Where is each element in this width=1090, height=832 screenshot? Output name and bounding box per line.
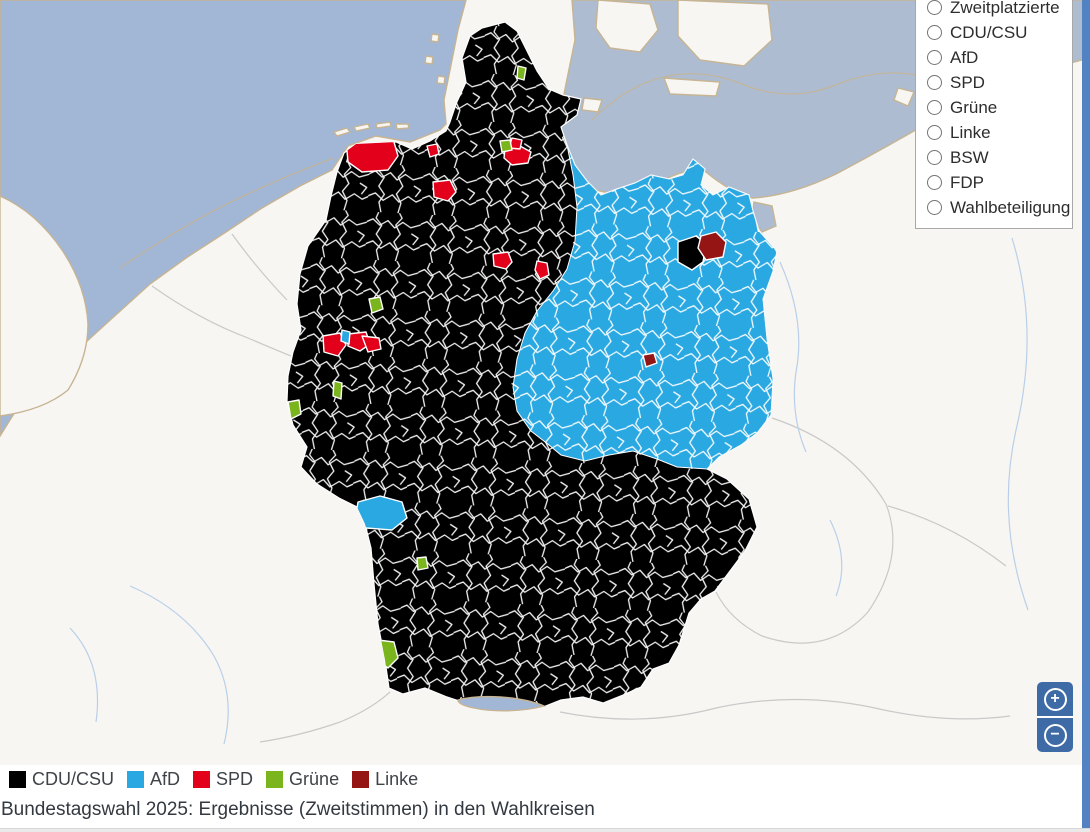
- layer-option[interactable]: Zweitplatzierte: [927, 0, 1064, 20]
- frisian-island-3: [375, 121, 392, 129]
- radio-button-icon[interactable]: [927, 0, 942, 15]
- map-title: Bundestagswahl 2025: Ergebnisse (Zweitst…: [1, 799, 595, 820]
- gruene-districts[interactable]: [287, 65, 527, 669]
- halligen-1: [430, 33, 440, 43]
- legend: CDU/CSU AfD SPD Grüne Linke: [9, 769, 418, 790]
- legend-entry: AfD: [127, 769, 180, 790]
- layer-selector-panel: Zweitplatzierte CDU/CSU AfD SPD Grüne: [915, 0, 1073, 229]
- layer-option[interactable]: SPD: [927, 70, 1064, 95]
- spd-districts[interactable]: [322, 135, 550, 357]
- zoom-out-button[interactable]: −: [1037, 718, 1073, 752]
- halligen-2: [424, 55, 434, 65]
- layer-option-label: Zweitplatzierte: [950, 0, 1060, 17]
- layer-option[interactable]: Linke: [927, 120, 1064, 145]
- layer-option-label: BSW: [950, 147, 989, 167]
- radio-button-icon[interactable]: [927, 25, 942, 40]
- legend-label: CDU/CSU: [32, 769, 115, 789]
- territorial-line-baltic: [591, 72, 953, 121]
- radio-button-icon[interactable]: [927, 50, 942, 65]
- linke-districts[interactable]: [642, 231, 727, 368]
- rivers: [69, 237, 1029, 745]
- radio-button-icon[interactable]: [927, 200, 942, 215]
- lake-constance: [457, 695, 547, 712]
- islands-group: [0, 0, 915, 417]
- radio-button-icon[interactable]: [927, 100, 942, 115]
- legend-label: Linke: [375, 769, 419, 789]
- funen: [595, 0, 659, 53]
- layer-option[interactable]: Wahlbeteiligung: [927, 195, 1070, 220]
- map-canvas[interactable]: [0, 0, 1090, 765]
- foreign-borders: [151, 233, 1011, 743]
- legend-color-swatch: [9, 771, 26, 788]
- halligen-3: [436, 75, 446, 85]
- legend-color-swatch: [193, 771, 211, 788]
- layer-option[interactable]: CDU/CSU: [927, 20, 1064, 45]
- layer-option[interactable]: Grüne: [927, 95, 1064, 120]
- layer-option-label: FDP: [950, 172, 984, 192]
- legend-entry: SPD: [193, 769, 253, 790]
- minus-icon: −: [1043, 723, 1067, 747]
- layer-option-label: CDU/CSU: [950, 22, 1028, 42]
- layer-option[interactable]: AfD: [927, 45, 1064, 70]
- bornholm: [893, 87, 915, 107]
- legend-color-swatch: [352, 771, 370, 788]
- legend-label: AfD: [150, 769, 181, 789]
- layer-option-label: AfD: [950, 47, 979, 67]
- legend-color-swatch: [266, 771, 284, 788]
- legend-label: SPD: [216, 769, 254, 789]
- layer-option-label: Grüne: [950, 97, 998, 117]
- scrollbar[interactable]: [1082, 0, 1090, 832]
- layer-option[interactable]: BSW: [927, 145, 1064, 170]
- frisian-island-4: [395, 123, 410, 130]
- england: [0, 195, 89, 417]
- legend-entry: Grüne: [266, 769, 339, 790]
- legend-color-swatch: [127, 771, 145, 788]
- legend-label: Grüne: [289, 769, 340, 789]
- layer-option[interactable]: FDP: [927, 170, 1064, 195]
- zealand: [677, 0, 773, 67]
- plus-icon: +: [1043, 687, 1067, 711]
- radio-button-icon[interactable]: [927, 150, 942, 165]
- layer-option-label: Wahlbeteiligung: [950, 197, 1071, 217]
- fehmarn: [581, 97, 603, 113]
- lolland: [662, 77, 721, 97]
- frisian-island-2: [352, 123, 372, 132]
- radio-button-icon[interactable]: [927, 75, 942, 90]
- radio-button-icon[interactable]: [927, 175, 942, 190]
- bottom-divider: [0, 828, 1090, 832]
- map-zoom-controls: + −: [1037, 682, 1073, 752]
- layer-option-label: Linke: [950, 122, 991, 142]
- legend-entry: Linke: [352, 769, 418, 790]
- layer-option-label: SPD: [950, 72, 985, 92]
- frisian-island-1: [332, 127, 352, 137]
- radio-button-icon[interactable]: [927, 125, 942, 140]
- legend-entry: CDU/CSU: [9, 769, 114, 790]
- territorial-line-northsea: [119, 157, 335, 269]
- zoom-in-button[interactable]: +: [1037, 682, 1073, 716]
